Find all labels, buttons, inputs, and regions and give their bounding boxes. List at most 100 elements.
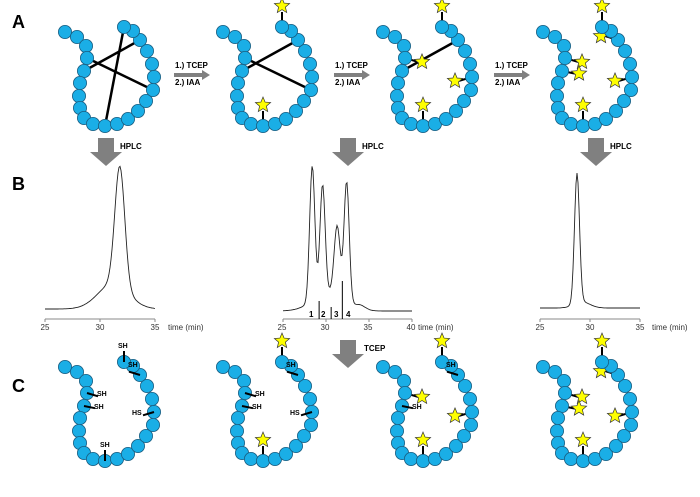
thiol-label: SH — [94, 404, 104, 411]
hplc-label: HPLC — [610, 142, 632, 151]
tick: 30 — [586, 323, 595, 332]
residue-bead — [457, 378, 472, 393]
residue-bead — [438, 446, 453, 461]
star-icon — [446, 71, 464, 89]
residue-bead — [564, 117, 579, 132]
residue-bead — [548, 364, 563, 379]
tick: 40 — [407, 323, 416, 332]
residue-bead — [72, 89, 87, 104]
thiol-label: SH — [252, 404, 262, 411]
thiol-label: HS — [290, 410, 300, 417]
residue-bead — [558, 385, 573, 400]
residue-bead — [121, 112, 136, 127]
residue-bead — [117, 19, 132, 34]
residue-bead — [387, 364, 402, 379]
star-icon — [254, 96, 272, 113]
residue-bead — [564, 451, 579, 466]
residue-bead — [304, 70, 319, 85]
arrow-down-icon — [98, 138, 114, 152]
residue-bead — [555, 398, 570, 413]
tick: 35 — [364, 323, 373, 332]
residue-bead — [303, 417, 318, 432]
residue-bead — [80, 51, 95, 66]
residue-bead — [130, 438, 145, 453]
residue-bead — [237, 51, 252, 66]
residue-bead — [139, 44, 154, 59]
residue-bead — [618, 44, 633, 59]
residue-bead — [375, 359, 390, 374]
residue-bead — [396, 39, 411, 54]
thiol-linker — [286, 370, 299, 376]
tick: 25 — [278, 323, 287, 332]
step1-label: 1.) TCEP — [335, 61, 369, 70]
arrow-right-icon — [174, 73, 202, 77]
hplc-label: HPLC — [362, 142, 384, 151]
star-icon — [433, 0, 451, 14]
residue-bead — [624, 83, 639, 98]
thiol-label: SH — [412, 404, 422, 411]
tick: 35 — [151, 323, 160, 332]
residue-bead — [229, 89, 244, 104]
star-icon — [273, 332, 291, 349]
arrow-down-icon — [340, 138, 356, 152]
arrow-down-icon — [580, 152, 612, 166]
residue-bead — [230, 410, 245, 425]
chromatogram-line — [282, 166, 412, 312]
residue-bead — [434, 354, 449, 369]
residue-bead — [463, 417, 478, 432]
residue-bead — [121, 446, 136, 461]
residue-bead — [617, 428, 632, 443]
step1-label: 1.) TCEP — [175, 61, 209, 70]
residue-bead — [463, 83, 478, 98]
chromatogram-line — [45, 165, 156, 310]
tick: 30 — [96, 323, 105, 332]
star-icon — [593, 332, 611, 349]
star-icon — [574, 431, 592, 448]
residue-bead — [278, 112, 293, 127]
residue-bead — [397, 385, 412, 400]
residue-bead — [297, 44, 312, 59]
arrow-down-icon — [332, 152, 364, 166]
star-icon — [413, 52, 431, 70]
star-icon — [606, 71, 624, 89]
residue-bead — [296, 94, 311, 109]
residue-bead — [403, 117, 418, 132]
residue-bead — [86, 117, 101, 132]
residue-bead — [70, 29, 85, 44]
residue-bead — [558, 51, 573, 66]
tcep-label: TCEP — [364, 344, 386, 353]
residue-bead — [303, 83, 318, 98]
residue-bead — [464, 70, 479, 85]
star-icon — [413, 387, 431, 405]
residue-bead — [138, 94, 153, 109]
residue-bead — [403, 451, 418, 466]
residue-bead — [618, 378, 633, 393]
star-icon — [573, 52, 591, 70]
residue-bead — [550, 423, 565, 438]
residue-bead — [548, 29, 563, 44]
thiol-linker — [401, 405, 414, 410]
star-icon — [254, 431, 272, 448]
residue-bead — [274, 354, 289, 369]
residue-bead — [625, 404, 640, 419]
residue-bead — [144, 391, 159, 406]
arrow-right-icon — [522, 70, 530, 80]
residue-bead — [229, 423, 244, 438]
arrow-down-icon — [588, 138, 604, 152]
residue-bead — [595, 354, 610, 369]
residue-bead — [389, 423, 404, 438]
panel-label-b: B — [12, 174, 25, 194]
residue-bead — [288, 104, 303, 119]
residue-bead — [448, 438, 463, 453]
arrow-down-icon — [332, 354, 364, 368]
residue-bead — [623, 57, 638, 72]
star-icon — [574, 96, 592, 113]
residue-bead — [86, 451, 101, 466]
residue-bead — [296, 428, 311, 443]
chromatogram-line — [540, 173, 640, 309]
fraction-label: 4 — [346, 310, 351, 319]
residue-bead — [215, 24, 230, 39]
thiol-label: SH — [128, 362, 138, 369]
tick: 30 — [321, 323, 330, 332]
residue-bead — [77, 64, 92, 79]
